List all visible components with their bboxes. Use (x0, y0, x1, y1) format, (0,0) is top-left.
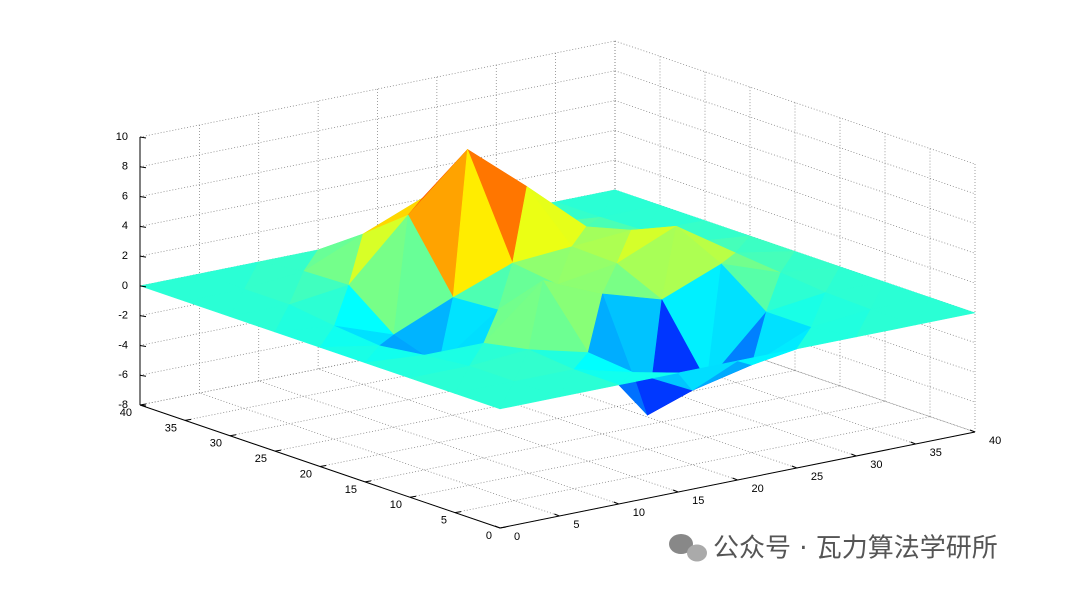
surface-facet (618, 372, 679, 386)
x-tick (554, 513, 560, 517)
grid-line (614, 308, 976, 433)
z-tick (139, 285, 147, 288)
surface-facet (559, 369, 620, 398)
grid-line (614, 70, 976, 195)
surface-facet (915, 297, 976, 326)
z-tick-label: 6 (122, 190, 128, 202)
z-tick (139, 374, 147, 377)
grid-line (258, 380, 619, 505)
grid-line (614, 159, 976, 284)
x-tick (494, 525, 501, 529)
x-tick (613, 501, 619, 505)
y-tick (229, 434, 237, 437)
z-tick (139, 404, 147, 407)
grid-line (199, 392, 560, 517)
x-tick-label: 15 (692, 495, 704, 507)
y-tick-label: 10 (390, 499, 402, 511)
grid-line (318, 368, 679, 493)
x-tick-label: 30 (870, 459, 882, 471)
grid-line (436, 344, 797, 469)
z-tick (139, 225, 147, 228)
x-tick-label: 0 (514, 531, 520, 543)
y-tick-label: 0 (486, 530, 492, 542)
grid-line (364, 385, 841, 483)
y-tick-label: 35 (165, 422, 177, 434)
z-tick-label: -8 (118, 399, 128, 411)
x-tick (791, 465, 798, 469)
z-tick (139, 166, 147, 169)
y-tick-label: 25 (255, 453, 267, 465)
grid-line (614, 40, 976, 165)
y-tick (274, 449, 282, 452)
surface (139, 149, 976, 416)
x-tick (732, 477, 738, 481)
y-tick (499, 526, 507, 529)
z-tick-label: 0 (122, 280, 128, 292)
watermark: 公众号 · 瓦力算法学研所 (713, 534, 998, 564)
surface-facet (499, 381, 560, 410)
y-tick (319, 465, 327, 467)
watermark-icon (669, 534, 707, 562)
y-tick-label: 40 (120, 407, 132, 419)
y-tick (184, 418, 192, 421)
surface-facet (796, 327, 857, 350)
surface-facet (677, 360, 738, 391)
grid-line (555, 320, 916, 445)
z-tick (139, 196, 147, 199)
x-tick-label: 40 (989, 435, 1001, 447)
x-tick-label: 35 (930, 447, 942, 459)
z-tick-label: -4 (118, 339, 128, 351)
y-tick (409, 495, 417, 498)
z-tick (139, 136, 147, 139)
y-tick-label: 30 (210, 438, 222, 450)
x-tick-label: 10 (633, 507, 645, 519)
x-tick (910, 441, 916, 445)
z-tick-label: 10 (116, 131, 128, 143)
grid-line (614, 100, 976, 224)
x-tick-label: 25 (811, 471, 823, 483)
surface-facet (737, 348, 798, 366)
x-tick (672, 489, 679, 493)
z-tick-label: 8 (122, 161, 128, 173)
grid-line (496, 332, 857, 457)
x-tick (851, 453, 857, 457)
axes: 05101520253035400510152025303540-8-6-4-2… (116, 131, 1002, 543)
grid-line (614, 130, 976, 254)
y-tick-label: 20 (300, 468, 312, 480)
y-tick (454, 511, 462, 514)
z-tick (139, 344, 147, 347)
z-tick-label: 2 (122, 250, 128, 262)
y-tick-label: 15 (345, 484, 357, 496)
y-tick-label: 5 (441, 515, 447, 527)
y-tick (364, 480, 372, 483)
z-tick-label: -6 (118, 369, 128, 381)
x-tick-label: 20 (752, 483, 764, 495)
surface-facet (855, 309, 916, 338)
z-tick (139, 315, 147, 318)
z-tick (139, 255, 147, 258)
z-tick-label: -2 (118, 310, 128, 322)
grid-line (377, 356, 738, 481)
z-tick-label: 4 (122, 220, 128, 232)
x-tick-label: 5 (573, 519, 579, 531)
x-tick (969, 429, 976, 433)
